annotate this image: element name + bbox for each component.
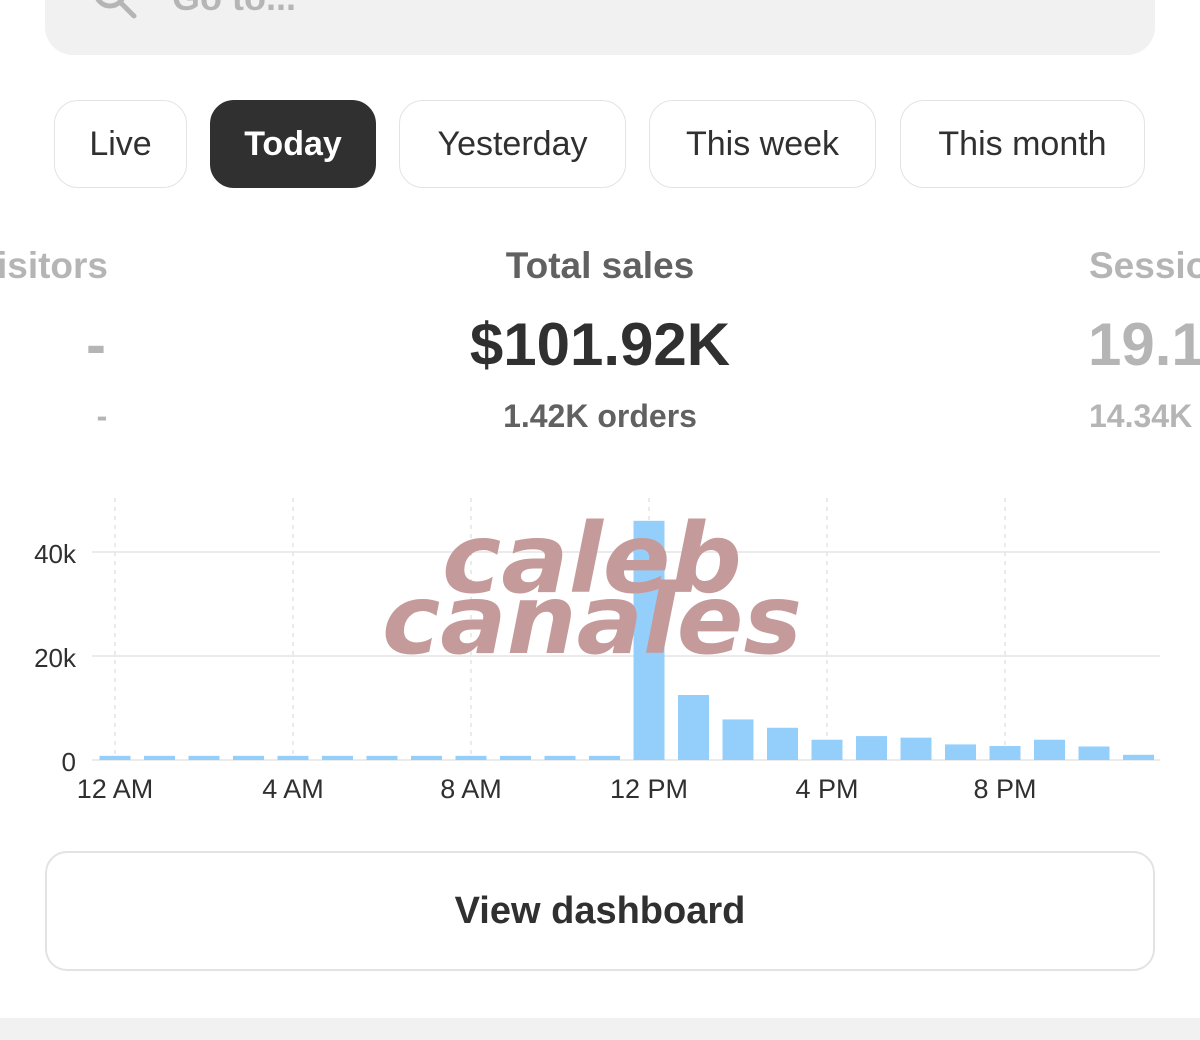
x-tick-label: 12 AM: [77, 774, 154, 804]
chart-bar: [455, 755, 487, 760]
chart-bar: [233, 755, 264, 760]
x-tick-label: 4 PM: [795, 774, 858, 804]
tab-today[interactable]: Today: [210, 100, 376, 188]
watermark-logo: caleb canales: [382, 505, 802, 665]
metric-label: Sessions: [1089, 245, 1200, 286]
chart-bar: [1034, 739, 1065, 760]
metric-sub: 14.34K: [1089, 398, 1193, 434]
metric-sub: -: [96, 398, 108, 434]
watermark-line-1: caleb: [442, 505, 742, 615]
bottom-divider: [0, 1018, 1200, 1040]
chart-x-axis: 12 AM 4 AM 8 AM 12 PM 4 PM 8 PM: [77, 774, 1037, 804]
chart-bar: [811, 739, 843, 760]
chart-bar: [411, 755, 442, 760]
metric-value: $101.92K: [469, 311, 731, 378]
chart-bar: [144, 755, 175, 760]
x-tick-label: 8 AM: [440, 774, 502, 804]
chart-bar: [678, 695, 709, 760]
metric-value: -: [86, 311, 106, 378]
tab-this-month[interactable]: This month: [900, 100, 1145, 188]
metric-label: Total sales: [505, 245, 695, 286]
tab-yesterday[interactable]: Yesterday: [399, 100, 626, 188]
metric-value: 19.1: [1088, 311, 1200, 378]
chart-bar: [500, 755, 531, 760]
chart-bar: [856, 736, 887, 760]
y-tick-label: 40k: [34, 539, 77, 569]
chart-bar: [1078, 746, 1110, 760]
chart-bar: [188, 755, 220, 760]
chart-bar: [989, 745, 1021, 760]
x-tick-label: 12 PM: [610, 774, 688, 804]
watermark-line-2: canales: [382, 564, 802, 665]
y-tick-label: 0: [62, 747, 76, 777]
metric-sub: 1.42K orders: [503, 398, 697, 434]
chart-bar: [99, 755, 131, 760]
sales-chart: 40k 20k 0 12 AM 4 AM 8 AM 12 PM 4 PM 8 PM: [34, 498, 1160, 804]
chart-y-axis: 40k 20k 0: [34, 539, 77, 777]
search-input[interactable]: Go to...: [172, 0, 296, 18]
chart-bar: [767, 727, 798, 760]
chart-bar: [900, 737, 932, 760]
tab-live[interactable]: Live: [54, 100, 187, 188]
view-dashboard-button[interactable]: View dashboard: [45, 851, 1155, 971]
chart-bars: [99, 520, 1154, 760]
x-tick-label: 4 AM: [262, 774, 324, 804]
search-icon: [95, 0, 137, 19]
chart-bar: [1123, 754, 1154, 760]
chart-bar: [589, 755, 620, 760]
search-bar[interactable]: [45, 0, 1155, 55]
tab-this-week[interactable]: This week: [649, 100, 876, 188]
chart-bar: [722, 719, 754, 760]
chart-bar: [277, 755, 309, 760]
y-tick-label: 20k: [34, 643, 77, 673]
chart-bar: [945, 744, 976, 760]
x-tick-label: 8 PM: [973, 774, 1036, 804]
chart-bar: [366, 755, 398, 760]
chart-bar: [633, 520, 665, 760]
chart-bar: [322, 755, 353, 760]
metric-label: Visitors: [0, 245, 108, 286]
chart-bar: [544, 755, 576, 760]
